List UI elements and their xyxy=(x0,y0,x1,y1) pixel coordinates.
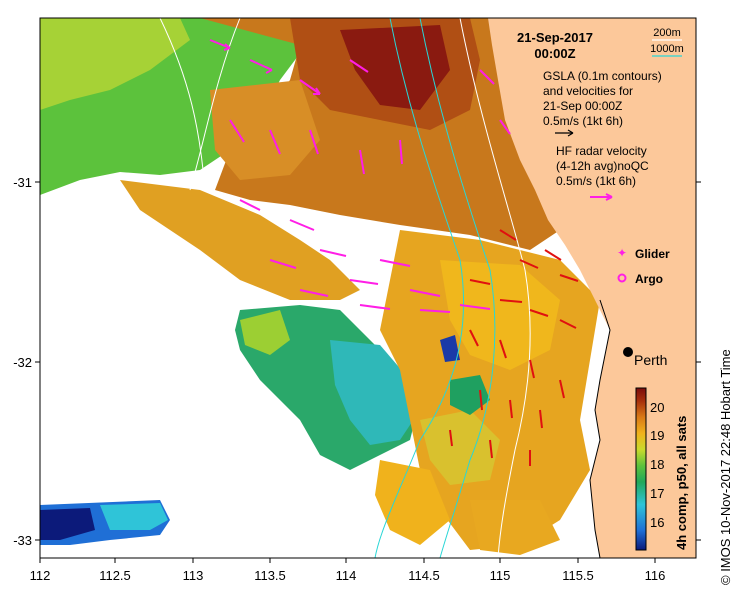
x-tick-label: 115.5 xyxy=(562,568,594,583)
radar-legend-line: (4-12h avg)noQC xyxy=(556,159,649,173)
y-tick-label: -32 xyxy=(13,355,32,370)
colorbar-tick: 17 xyxy=(650,486,664,501)
x-tick-label: 113.5 xyxy=(254,568,286,583)
isobath-1000-label: 1000m xyxy=(650,43,684,55)
y-tick-label: -31 xyxy=(13,175,32,190)
x-tick-label: 116 xyxy=(645,568,666,583)
map-frame xyxy=(39,17,697,559)
map-date: 21-Sep-2017 xyxy=(517,30,593,45)
x-tick-label: 115 xyxy=(490,568,511,583)
city-label: Perth xyxy=(634,352,667,368)
argo-label: Argo xyxy=(635,272,663,286)
sst-field xyxy=(40,18,696,558)
colorbar-label: 4h comp, p50, all sats xyxy=(674,416,689,550)
x-axis xyxy=(39,558,656,563)
gsla-legend-line: and velocities for xyxy=(543,84,633,98)
radar-arrows xyxy=(209,39,511,313)
argo-marker-icon xyxy=(617,273,627,283)
x-tick-label: 112 xyxy=(30,568,51,583)
colorbar-tick: 19 xyxy=(650,428,664,443)
y-tick-label: -33 xyxy=(13,533,32,548)
x-tick-label: 113 xyxy=(183,568,204,583)
colorbar-tick: 20 xyxy=(650,400,664,415)
radar-legend-line: HF radar velocity xyxy=(556,144,647,158)
glider-marker-icon: ✦ xyxy=(617,246,627,260)
isobath-200-label: 200m xyxy=(653,27,681,39)
x-tick-label: 114.5 xyxy=(408,568,440,583)
radar-legend-line: 0.5m/s (1kt 6h) xyxy=(556,174,636,188)
colorbar-tick: 18 xyxy=(650,457,664,472)
colorbar xyxy=(635,387,647,551)
map-time: 00:00Z xyxy=(534,46,575,61)
colorbar-tick: 16 xyxy=(650,515,664,530)
perth-marker-icon xyxy=(623,347,633,357)
gsla-scale-arrow xyxy=(555,129,574,137)
glider-label: Glider xyxy=(635,247,670,261)
gsla-legend-line: 21-Sep 00:00Z xyxy=(543,99,622,113)
gsla-legend-line: GSLA (0.1m contours) xyxy=(543,69,662,83)
gsla-arrows xyxy=(449,229,579,466)
x-tick-label: 112.5 xyxy=(99,568,131,583)
x-tick-label: 114 xyxy=(336,568,357,583)
gsla-legend-line: 0.5m/s (1kt 6h) xyxy=(543,114,623,128)
coastline xyxy=(589,299,611,558)
credit-text: © IMOS 10-Nov-2017 22:48 Hobart Time xyxy=(718,349,733,585)
y-axis xyxy=(35,181,701,541)
radar-scale-arrow xyxy=(590,193,613,201)
